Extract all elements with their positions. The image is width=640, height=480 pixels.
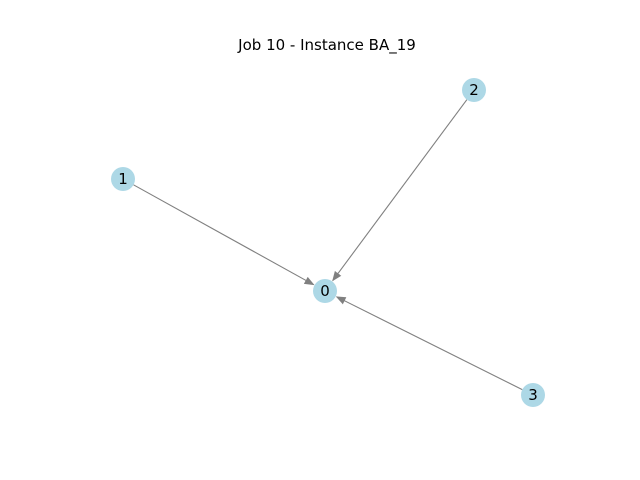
node-label-1: 1 xyxy=(118,170,128,188)
edge-2-to-0 xyxy=(332,99,468,282)
node-0: 0 xyxy=(313,279,337,303)
node-circle-0 xyxy=(313,279,337,303)
node-circle-2 xyxy=(462,78,486,102)
node-circle-1 xyxy=(111,167,135,191)
edge-3-to-0 xyxy=(335,296,523,391)
diagram-title: Job 10 - Instance BA_19 xyxy=(237,36,416,55)
node-label-3: 3 xyxy=(528,386,538,404)
node-label-2: 2 xyxy=(469,81,479,99)
node-label-0: 0 xyxy=(320,282,330,300)
node-2: 2 xyxy=(462,78,486,102)
node-circle-3 xyxy=(521,383,545,407)
edge-1-to-0 xyxy=(133,184,315,286)
node-3: 3 xyxy=(521,383,545,407)
node-1: 1 xyxy=(111,167,135,191)
nodes-layer: 0 1 2 3 xyxy=(111,78,545,407)
edges-layer xyxy=(133,99,523,391)
